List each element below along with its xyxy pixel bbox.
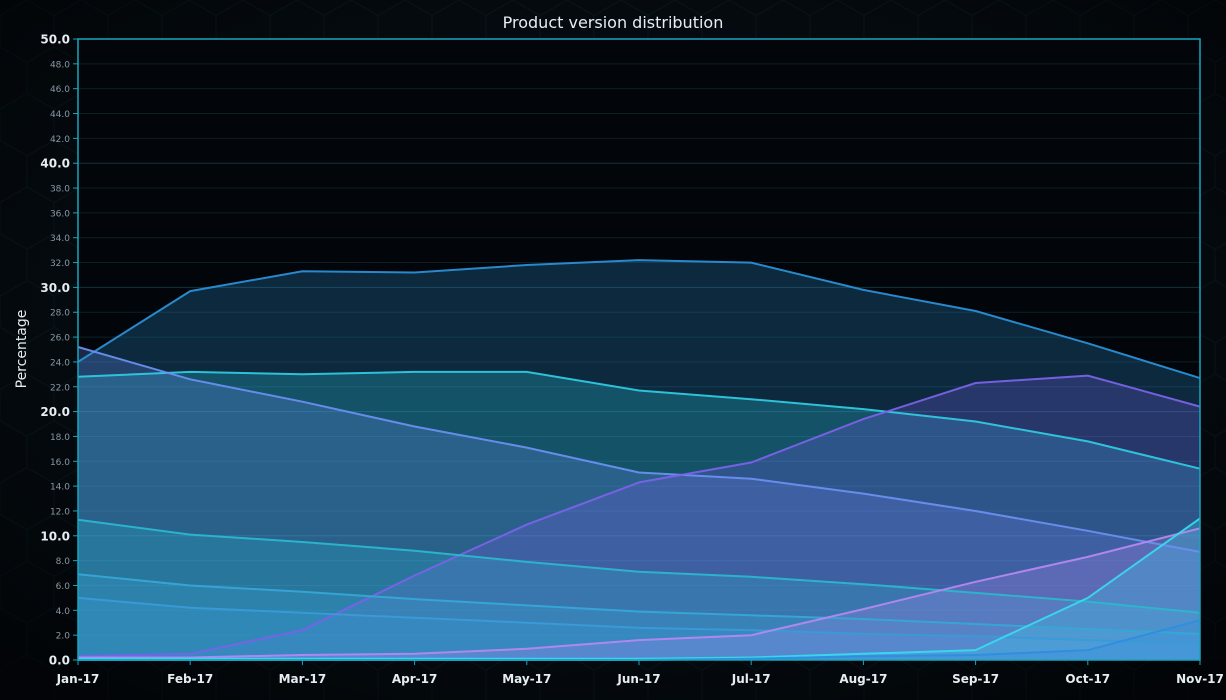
x-tick-label: Sep-17 bbox=[952, 672, 999, 686]
series-area-5 bbox=[78, 519, 1200, 660]
y-tick-label: 32.0 bbox=[50, 259, 70, 269]
y-tick-label: 14.0 bbox=[50, 483, 70, 493]
series-line-9 bbox=[78, 517, 1201, 660]
y-tick-label: 42.0 bbox=[50, 135, 70, 145]
y-tick-label: 28.0 bbox=[50, 309, 70, 319]
y-tick-label: 46.0 bbox=[50, 85, 70, 95]
series-line-6 bbox=[77, 573, 1201, 635]
y-tick-label: 8.0 bbox=[56, 557, 71, 567]
y-tick-label: 40.0 bbox=[40, 157, 70, 171]
series-area-9 bbox=[78, 518, 1200, 660]
series-line-8 bbox=[78, 527, 1201, 659]
y-tick-label: 24.0 bbox=[50, 358, 70, 368]
series-line-4 bbox=[77, 374, 1201, 658]
y-axis: 0.0 2.0 4.0 6.0 8.0 10.0 12.0 14.0 16.0 18.0 20.0 2… bbox=[40, 33, 78, 668]
x-tick-label: Jul-17 bbox=[731, 672, 771, 686]
series-area-3 bbox=[78, 347, 1200, 660]
y-tick-label: 26.0 bbox=[50, 334, 70, 344]
series-line-3 bbox=[77, 346, 1201, 553]
x-tick-label: Mar-17 bbox=[279, 672, 327, 686]
y-tick-label: 48.0 bbox=[50, 60, 70, 70]
x-tick-label: Oct-17 bbox=[1065, 672, 1110, 686]
y-tick-label: 18.0 bbox=[50, 433, 70, 443]
x-tick-label: Feb-17 bbox=[167, 672, 213, 686]
series-line-1 bbox=[77, 259, 1201, 380]
x-tick-label: Jan-17 bbox=[56, 672, 100, 686]
y-tick-label: 34.0 bbox=[50, 234, 70, 244]
y-tick-label: 20.0 bbox=[40, 405, 70, 419]
y-tick-label: 50.0 bbox=[40, 33, 70, 47]
x-tick-label: Apr-17 bbox=[392, 672, 437, 686]
y-tick-label: 38.0 bbox=[50, 185, 70, 195]
series-line-2 bbox=[77, 370, 1201, 470]
series-area-1 bbox=[78, 260, 1200, 660]
series-area-7 bbox=[78, 597, 1200, 660]
x-tick-label: Nov-17 bbox=[1176, 672, 1224, 686]
series-area-10 bbox=[78, 620, 1200, 660]
chart-title: Product version distribution bbox=[503, 13, 724, 32]
y-tick-label: 22.0 bbox=[50, 383, 70, 393]
y-axis-label: Percentage bbox=[14, 310, 30, 389]
y-tick-label: 30.0 bbox=[40, 281, 70, 295]
y-tick-label: 10.0 bbox=[40, 529, 70, 543]
series-area-8 bbox=[78, 528, 1200, 660]
y-tick-label: 6.0 bbox=[56, 582, 71, 592]
y-tick-label: 44.0 bbox=[50, 110, 70, 120]
y-tick-label: 0.0 bbox=[49, 654, 70, 668]
plot-area-background bbox=[78, 39, 1200, 660]
y-tick-label: 36.0 bbox=[50, 209, 70, 219]
y-tick-label: 12.0 bbox=[50, 507, 70, 517]
y-tick-label: 2.0 bbox=[56, 632, 71, 642]
x-tick-label: Aug-17 bbox=[839, 672, 887, 686]
series-line-5 bbox=[77, 518, 1201, 614]
y-tick-label: 4.0 bbox=[56, 607, 71, 617]
series-line-7 bbox=[77, 596, 1201, 645]
x-axis: Jan-17 Feb-17 Mar-17 Apr-17 May-17 Jun-17 Jul-… bbox=[56, 660, 1224, 686]
y-tick-label: 16.0 bbox=[50, 458, 70, 468]
x-tick-label: May-17 bbox=[502, 672, 551, 686]
x-tick-label: Jun-17 bbox=[616, 672, 660, 686]
